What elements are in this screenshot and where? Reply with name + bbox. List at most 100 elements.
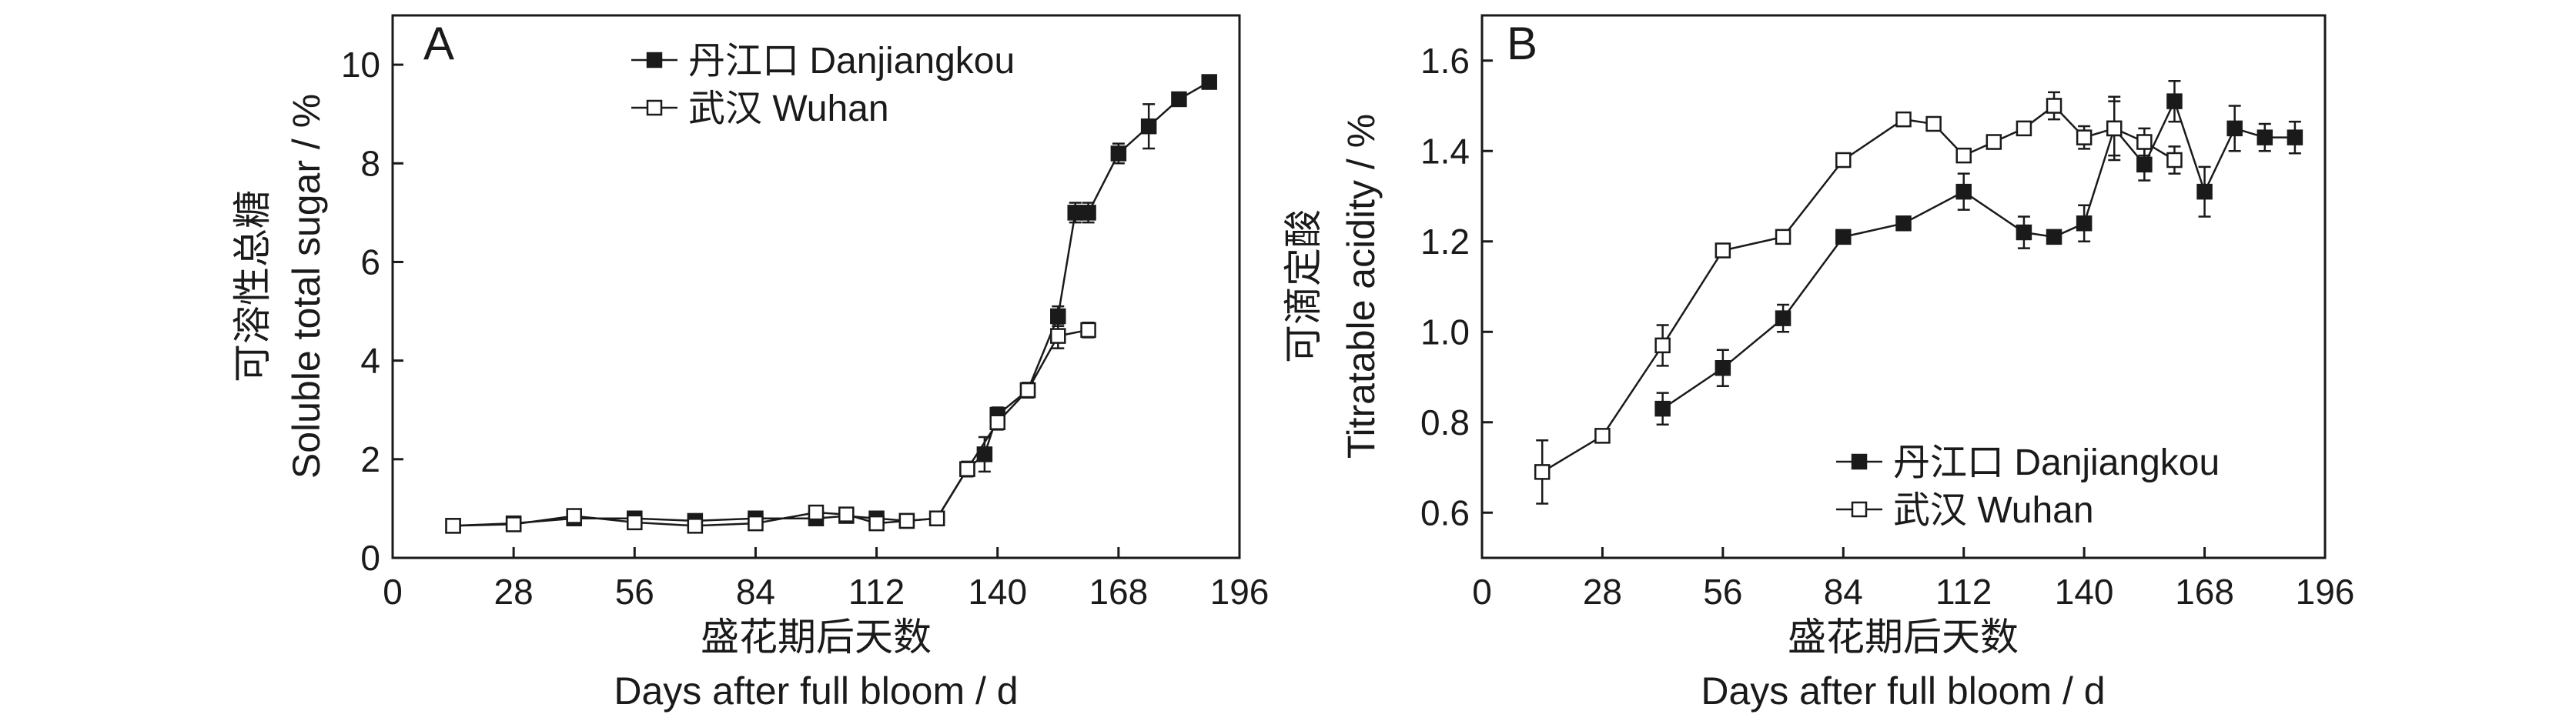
y-tick-label: 1.0 [1420, 312, 1470, 352]
data-point-0 [1715, 360, 1731, 376]
data-point-1 [1835, 152, 1852, 169]
data-point-1 [748, 515, 764, 532]
data-point-1 [566, 508, 582, 524]
data-point-0 [2046, 229, 2062, 245]
panel-b: B 0 28 56 84 112 140 168 196 0.6 0.8 1.0 1.2 1.4 1.6… [1282, 14, 2354, 713]
series-line-0 [453, 81, 1210, 527]
y-tick-label: 0.8 [1420, 402, 1470, 442]
x-axis-b: 0 28 56 84 112 140 168 196 [1472, 547, 2354, 612]
data-point-0 [1895, 215, 1912, 232]
data-point-0 [1654, 400, 1671, 417]
data-point-1 [868, 515, 885, 532]
data-point-0 [2226, 120, 2243, 137]
data-point-0 [1080, 205, 1096, 221]
data-point-1 [808, 504, 825, 521]
panel-letter-b: B [1507, 18, 1537, 69]
x-axis-label-a: Days after full bloom / d [614, 669, 1018, 713]
x-axis-label-cn-b: 盛花期后天数 [1788, 616, 2019, 659]
data-point-0 [2076, 215, 2093, 232]
plot-frame-b [1480, 14, 2327, 559]
y-axis-label-cn-b: 可滴定酸 [1282, 209, 1325, 363]
data-point-0 [2196, 183, 2213, 200]
y-tick-label: 1.6 [1420, 41, 1470, 81]
data-point-0 [2136, 156, 2153, 173]
y-tick-label: 10 [341, 45, 380, 85]
data-point-0 [1835, 229, 1852, 245]
data-point-1 [1594, 428, 1611, 444]
data-point-0 [1110, 145, 1127, 162]
legend-label-0: 丹江口 Danjiangkou [688, 41, 1015, 82]
data-point-1 [1050, 328, 1066, 344]
x-axis-label-b: Days after full bloom / d [1701, 669, 2105, 713]
legend-b: 丹江口 Danjiangkou 武汉 Wuhan [1836, 442, 2220, 531]
data-point-1 [928, 510, 945, 526]
panel-letter-a: A [423, 18, 454, 69]
data-point-1 [1775, 229, 1791, 245]
series-line-1 [453, 329, 1089, 527]
x-axis-label-cn-a: 盛花期后天数 [701, 616, 932, 659]
series-line-1 [1541, 104, 2176, 473]
plot-area-a [445, 74, 1217, 534]
x-tick-label: 28 [494, 572, 534, 612]
x-tick-label: 196 [1210, 572, 1270, 612]
x-tick-label: 140 [968, 572, 1027, 612]
data-point-1 [1019, 382, 1036, 399]
legend-marker-0 [646, 52, 663, 68]
y-tick-label: 8 [360, 143, 380, 183]
y-tick-label: 4 [360, 341, 380, 381]
data-point-1 [1715, 242, 1731, 259]
data-point-1 [1534, 464, 1551, 480]
data-point-1 [1895, 111, 1912, 128]
data-point-0 [2166, 93, 2183, 109]
y-axis-label-cn-a: 可溶性总糖 [231, 190, 274, 382]
y-tick-label: 1.2 [1420, 222, 1470, 262]
y-tick-label: 1.4 [1420, 131, 1470, 171]
series-line-0 [1661, 98, 2295, 410]
data-point-1 [2046, 98, 2062, 114]
y-tick-label: 0 [360, 538, 380, 578]
data-point-1 [1955, 147, 1972, 164]
y-tick-label: 6 [360, 242, 380, 282]
data-point-0 [1140, 118, 1157, 135]
data-point-1 [2136, 134, 2153, 150]
x-tick-label: 196 [2296, 572, 2355, 612]
data-point-1 [2016, 120, 2032, 137]
legend-marker-0 [1851, 453, 1868, 470]
data-point-1 [2106, 120, 2123, 137]
data-point-0 [1171, 91, 1187, 108]
data-point-1 [959, 461, 975, 477]
panel-a: A 0 28 56 84 112 140 168 196 0 2 4 6 8 10 丹江口 Danjia… [231, 14, 1270, 713]
data-point-0 [2257, 129, 2273, 145]
data-point-1 [1925, 115, 1942, 132]
data-point-0 [1050, 308, 1066, 325]
x-tick-label: 168 [2175, 572, 2234, 612]
x-tick-label: 112 [1935, 572, 1992, 612]
plot-frame-a [391, 14, 1241, 559]
y-axis-b: 0.6 0.8 1.0 1.2 1.4 1.6 [1420, 41, 1493, 532]
data-point-1 [1986, 134, 2002, 150]
x-tick-label: 84 [1824, 572, 1863, 612]
data-point-0 [2016, 224, 2032, 241]
x-tick-label: 112 [848, 572, 905, 612]
legend-marker-1 [646, 99, 663, 116]
x-tick-label: 28 [1583, 572, 1622, 612]
data-point-1 [1080, 322, 1096, 339]
x-tick-label: 168 [1089, 572, 1148, 612]
x-tick-label: 0 [383, 572, 403, 612]
y-axis-label-a: Soluble total sugar / % [285, 94, 328, 479]
data-point-0 [1775, 310, 1791, 326]
data-point-1 [2076, 129, 2093, 145]
x-tick-label: 140 [2055, 572, 2114, 612]
data-point-1 [838, 506, 855, 522]
y-tick-label: 0.6 [1420, 492, 1470, 532]
y-axis-label-b: Titratable acidity / % [1340, 114, 1383, 459]
data-point-1 [989, 414, 1005, 430]
x-tick-label: 84 [736, 572, 775, 612]
legend-a: 丹江口 Danjiangkou 武汉 Wuhan [631, 41, 1015, 129]
data-point-1 [445, 518, 461, 534]
data-point-0 [1201, 74, 1217, 90]
data-point-1 [1654, 337, 1671, 354]
data-point-0 [2287, 129, 2303, 145]
data-point-1 [687, 518, 704, 534]
